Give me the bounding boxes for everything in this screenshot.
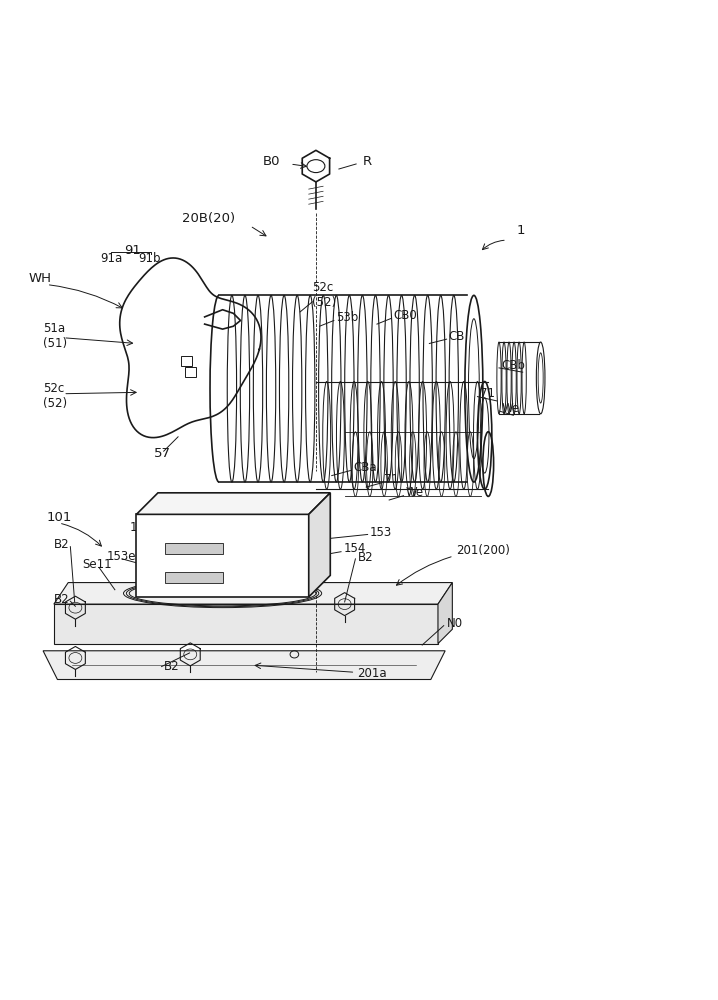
Text: 101: 101 <box>47 511 72 524</box>
Text: We: We <box>406 486 424 499</box>
Text: WH: WH <box>29 272 52 285</box>
FancyBboxPatch shape <box>185 367 196 377</box>
Polygon shape <box>136 493 330 514</box>
Text: B2: B2 <box>164 660 180 673</box>
FancyBboxPatch shape <box>165 572 223 583</box>
Text: 91a: 91a <box>101 252 122 265</box>
Text: B0: B0 <box>263 155 280 168</box>
Text: 91b: 91b <box>138 252 161 265</box>
Text: 57: 57 <box>154 447 172 460</box>
Text: 53b: 53b <box>336 311 358 324</box>
Text: 52c
(52): 52c (52) <box>312 281 337 309</box>
Text: 52c
(52): 52c (52) <box>43 382 67 410</box>
Text: 151: 151 <box>195 506 218 519</box>
Text: 91: 91 <box>124 244 141 257</box>
Polygon shape <box>54 604 438 644</box>
Polygon shape <box>54 583 452 604</box>
FancyBboxPatch shape <box>136 514 309 597</box>
Text: 71: 71 <box>480 387 495 400</box>
Text: 153e: 153e <box>106 550 136 563</box>
Text: 201(200): 201(200) <box>456 544 510 557</box>
Text: 151: 151 <box>176 521 198 534</box>
Text: CB: CB <box>449 330 465 343</box>
Text: CBa: CBa <box>353 461 377 474</box>
Text: 153: 153 <box>370 526 392 539</box>
Text: 51a
(51): 51a (51) <box>43 322 67 350</box>
Text: CB0: CB0 <box>393 309 417 322</box>
Text: CBb: CBb <box>501 359 525 372</box>
Polygon shape <box>309 493 330 597</box>
Text: 150
(140): 150 (140) <box>260 492 292 520</box>
Text: 152: 152 <box>130 521 152 534</box>
Text: We: We <box>501 402 519 415</box>
Polygon shape <box>43 651 445 680</box>
Text: 154: 154 <box>343 542 365 555</box>
Text: B2: B2 <box>54 593 70 606</box>
Text: 153a: 153a <box>169 499 198 512</box>
Text: 201a: 201a <box>358 667 387 680</box>
Text: B2: B2 <box>358 551 373 564</box>
Text: N0: N0 <box>447 617 462 630</box>
FancyBboxPatch shape <box>165 543 223 554</box>
FancyBboxPatch shape <box>181 356 192 366</box>
Text: B2: B2 <box>54 538 70 551</box>
Text: 20B(20): 20B(20) <box>182 212 236 225</box>
Text: 71: 71 <box>384 473 399 486</box>
Text: Se11: Se11 <box>83 558 112 571</box>
Text: 152: 152 <box>221 506 243 519</box>
Polygon shape <box>438 583 452 644</box>
Text: R: R <box>363 155 372 168</box>
Text: 1: 1 <box>517 224 526 237</box>
